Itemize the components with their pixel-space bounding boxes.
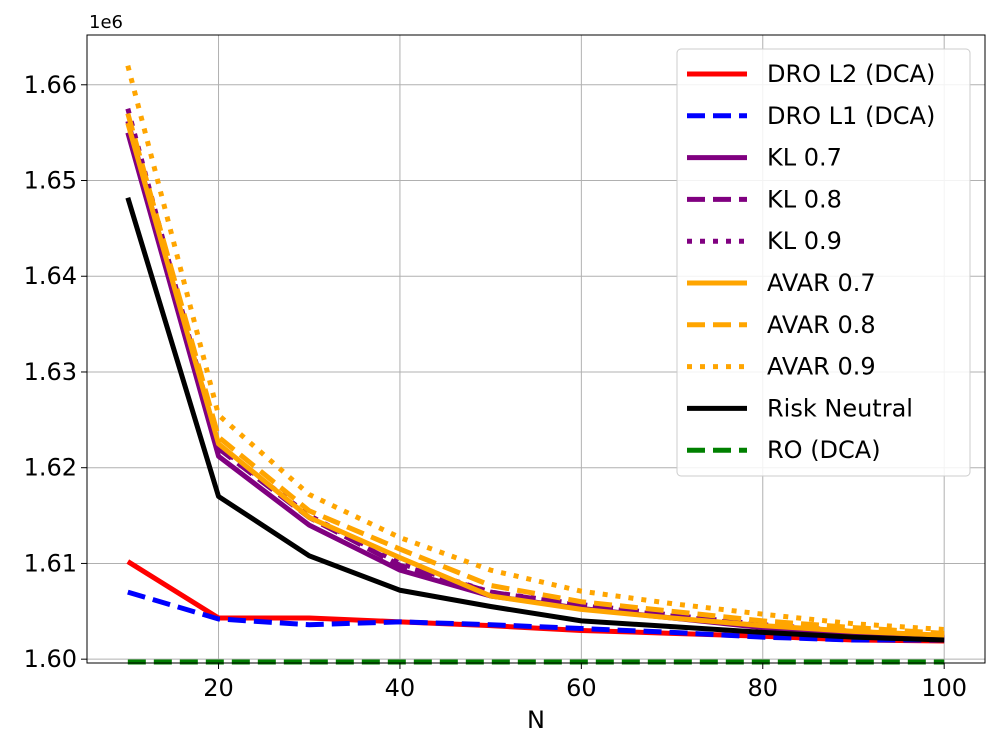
- legend-label-avar-0-8: AVAR 0.8: [767, 311, 876, 339]
- y-tick-label: 1.64: [24, 262, 77, 290]
- y-tick-label: 1.62: [24, 454, 77, 482]
- legend-label-kl-0-7: KL 0.7: [767, 144, 842, 172]
- y-offset-label: 1e6: [89, 12, 123, 33]
- legend-label-kl-0-8: KL 0.8: [767, 185, 842, 213]
- legend-label-ro-dca: RO (DCA): [767, 436, 881, 464]
- legend-label-kl-0-9: KL 0.9: [767, 227, 842, 255]
- series-line-avar-0-7: [125, 122, 945, 638]
- legend-label-avar-0-7: AVAR 0.7: [767, 269, 876, 297]
- plot-frame: [86, 34, 986, 664]
- y-tick-label: 1.63: [24, 358, 77, 386]
- legend-box: [676, 48, 971, 477]
- series-line-avar-0-8: [125, 112, 945, 636]
- y-tick-label: 1.61: [24, 549, 77, 577]
- series-line-dro-l1-dca: [127, 589, 945, 643]
- legend-label-dro-l2-dca: DRO L2 (DCA): [767, 60, 935, 88]
- legend-label-risk-neutral: Risk Neutral: [767, 394, 913, 422]
- y-axis: 1.60 1.61 1.62 1.63 1.64 1.65 1.66: [24, 71, 87, 673]
- y-tick-label: 1.66: [24, 71, 77, 99]
- x-tick-label: 20: [203, 674, 234, 702]
- x-tick-label: 60: [566, 674, 597, 702]
- series-line-risk-neutral: [125, 197, 945, 643]
- x-axis: 20 40 60 80 100: [203, 663, 967, 702]
- legend-label-dro-l1-dca: DRO L1 (DCA): [767, 102, 935, 130]
- y-tick-label: 1.60: [24, 645, 77, 673]
- x-tick-label: 100: [921, 674, 967, 702]
- y-tick-label: 1.65: [24, 167, 77, 195]
- legend: DRO L2 (DCA) DRO L1 (DCA) KL 0.7 KL 0.8 KL 0…: [676, 48, 971, 477]
- legend-label-avar-0-9: AVAR 0.9: [767, 353, 876, 381]
- series-layer: [125, 65, 945, 665]
- x-tick-label: 80: [747, 674, 778, 702]
- x-axis-label: N: [527, 706, 545, 734]
- x-tick-label: 40: [385, 674, 416, 702]
